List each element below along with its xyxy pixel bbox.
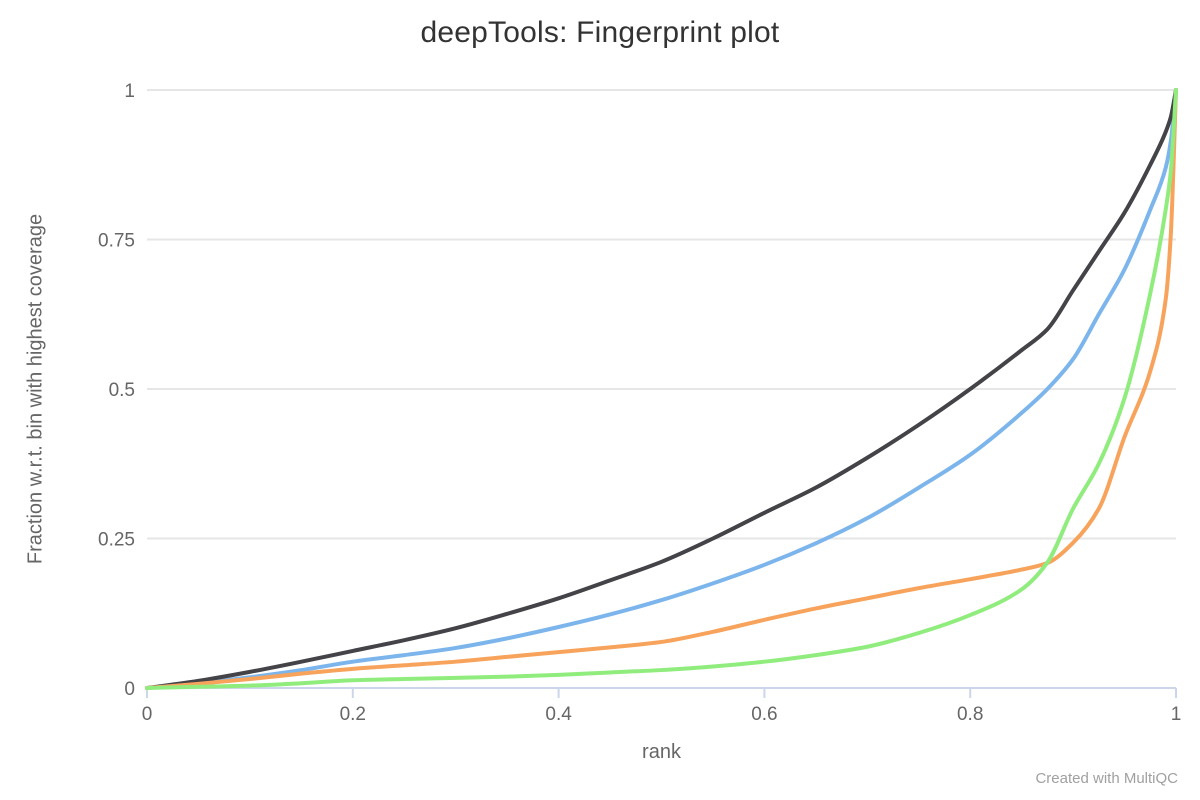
y-tick-label: 1 [124,81,135,102]
x-tick-label: 0.4 [545,704,572,725]
series-green-line [145,88,1178,690]
x-tick-label: 1 [1171,704,1182,725]
x-tick-label: 0.6 [751,704,777,725]
chart-title: deepTools: Fingerprint plot [420,16,780,49]
series-orange-line [145,88,1178,690]
x-tick-label: 0.8 [957,704,983,725]
multiqc-credit: Created with MultiQC [1035,770,1178,787]
y-tick-label: 0.25 [98,530,135,551]
y-tick-label: 0 [124,679,135,700]
y-tick-label: 0.5 [109,380,135,401]
x-tick-label: 0 [142,704,153,725]
series-black-line [145,88,1178,690]
series-blue-line [145,88,1178,690]
y-axis-title: Fraction w.r.t. bin with highest coverag… [24,213,47,565]
y-tick-label: 0.75 [98,231,135,252]
x-axis-title: rank [642,741,681,763]
x-tick-label: 0.2 [340,704,366,725]
